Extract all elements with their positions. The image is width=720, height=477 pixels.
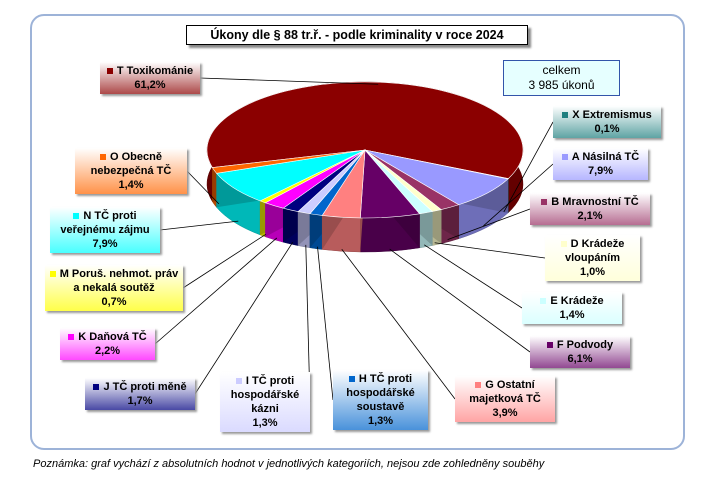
total-box: celkem 3 985 úkonů xyxy=(503,60,620,96)
value-label: 7,9% xyxy=(92,238,118,250)
label-name: D Krádeže vloupáním xyxy=(549,237,636,265)
slice-label: J TČ proti měně 1,7% xyxy=(85,378,195,410)
slice-label: A Násilná TČ 7,9% xyxy=(553,148,648,180)
label-name: A Násilná TČ xyxy=(557,150,644,164)
label-marker xyxy=(541,199,548,206)
label-name: X Extremismus xyxy=(557,108,657,122)
category-label: F Podvody xyxy=(556,339,614,351)
leader-line xyxy=(186,170,220,205)
value-label: 2,2% xyxy=(94,345,121,357)
category-label: K Daňová TČ xyxy=(78,331,147,343)
slice-label: T Toxikománie 61,2% xyxy=(100,62,200,94)
note: Poznámka: graf vychází z absolutních hod… xyxy=(33,458,545,470)
label-name: I TČ proti hospodářské kázni xyxy=(224,374,306,416)
label-marker xyxy=(93,384,100,391)
leader-line xyxy=(159,220,239,231)
slice-label: H TČ proti hospodářské soustavě 1,3% xyxy=(333,370,428,430)
frame xyxy=(30,14,685,450)
category-label: T Toxikománie xyxy=(116,65,194,77)
slice-label: B Mravnostní TČ 2,1% xyxy=(530,193,650,225)
label-name: G Ostatní majetková TČ xyxy=(459,378,551,406)
category-label: O Obecně nebezpečná TČ xyxy=(90,151,172,177)
value-label: 1,0% xyxy=(579,266,606,278)
category-label: M Poruš. nehmot. práv a nekalá soutěž xyxy=(59,268,179,294)
label-marker xyxy=(540,298,547,305)
label-marker xyxy=(561,154,568,161)
annotation: celkem xyxy=(542,63,581,77)
slice-label: M Poruš. nehmot. práv a nekalá soutěž 0,7… xyxy=(45,265,183,311)
label-name: T Toxikománie xyxy=(104,64,196,78)
value-label: 1,4% xyxy=(118,179,144,191)
slice-label: K Daňová TČ 2,2% xyxy=(60,328,155,360)
label-name: N TČ proti veřejnému zájmu xyxy=(54,209,156,237)
label-name: E Krádeže xyxy=(526,294,618,308)
leader-line xyxy=(199,77,379,85)
label-name: J TČ proti měně xyxy=(89,380,191,394)
label-name: F Podvody xyxy=(534,338,626,352)
slice-label: N TČ proti veřejnému zájmu 7,9% xyxy=(50,207,160,253)
label-marker xyxy=(348,376,355,383)
leader-line xyxy=(341,248,456,400)
label-marker xyxy=(560,241,567,248)
label-marker xyxy=(106,68,113,75)
label-name: H TČ proti hospodářské soustavě xyxy=(337,372,424,414)
leader-line xyxy=(194,241,294,395)
leader-line xyxy=(154,237,278,345)
leader-line xyxy=(182,233,267,289)
value-label: 1,3% xyxy=(367,415,394,427)
label-marker xyxy=(100,154,107,161)
value-label: 7,9% xyxy=(587,165,614,177)
category-label: H TČ proti hospodářské soustavě xyxy=(346,373,415,413)
label-name: K Daňová TČ xyxy=(64,330,151,344)
leader-line xyxy=(434,242,546,259)
value-label: 0,1% xyxy=(594,123,620,135)
leader-line xyxy=(389,248,531,353)
value-label: 1,4% xyxy=(559,309,585,321)
value-label: 61,2% xyxy=(134,79,166,91)
slice-label: I TČ proti hospodářské kázni 1,3% xyxy=(220,372,310,432)
label-name: B Mravnostní TČ xyxy=(534,195,646,209)
category-label: D Krádeže vloupáním xyxy=(564,238,625,264)
slice-label: X Extremismus 0,1% xyxy=(553,106,661,138)
category-label: I TČ proti hospodářské kázni xyxy=(230,375,300,415)
value-label: 0,7% xyxy=(101,296,127,308)
category-label: A Násilná TČ xyxy=(571,151,640,163)
leader-line xyxy=(447,208,531,240)
category-label: G Ostatní majetková TČ xyxy=(469,379,541,405)
slice-label: E Krádeže 1,4% xyxy=(522,292,622,324)
slice xyxy=(211,149,366,174)
leader-line xyxy=(423,244,523,309)
slice-label: D Krádeže vloupáním 1,0% xyxy=(545,235,640,281)
leader-line xyxy=(503,121,554,213)
annotation: 3 985 úkonů xyxy=(528,78,595,92)
value-label: 1,3% xyxy=(252,417,278,429)
slice xyxy=(206,81,524,179)
label-marker xyxy=(68,334,75,341)
label-marker xyxy=(475,382,482,389)
category-label: E Krádeže xyxy=(550,295,604,307)
leader-line xyxy=(317,246,334,401)
label-marker xyxy=(73,213,80,220)
category-label: X Extremismus xyxy=(572,109,652,121)
slice-label: F Podvody 6,1% xyxy=(530,336,630,368)
value-label: 6,1% xyxy=(567,353,593,365)
slice-label: G Ostatní majetková TČ 3,9% xyxy=(455,376,555,422)
label-marker xyxy=(49,271,56,278)
slice-label: O Obecně nebezpečná TČ 1,4% xyxy=(75,148,187,194)
value-label: 1,7% xyxy=(127,395,153,407)
category-label: N TČ proti veřejnému zájmu xyxy=(60,210,150,236)
label-name: M Poruš. nehmot. práv a nekalá soutěž xyxy=(49,267,179,295)
label-marker xyxy=(546,342,553,349)
value-label: 2,1% xyxy=(577,210,603,222)
label-name: O Obecně nebezpečná TČ xyxy=(79,150,183,178)
category-label: J TČ proti měně xyxy=(103,381,187,393)
category-label: B Mravnostní TČ xyxy=(551,196,639,208)
label-marker xyxy=(562,112,569,119)
label-marker xyxy=(235,378,242,385)
leader-line xyxy=(483,163,554,227)
chart-title: Úkony dle § 88 tr.ř. - podle kriminality… xyxy=(186,25,528,45)
value-label: 3,9% xyxy=(492,407,518,419)
